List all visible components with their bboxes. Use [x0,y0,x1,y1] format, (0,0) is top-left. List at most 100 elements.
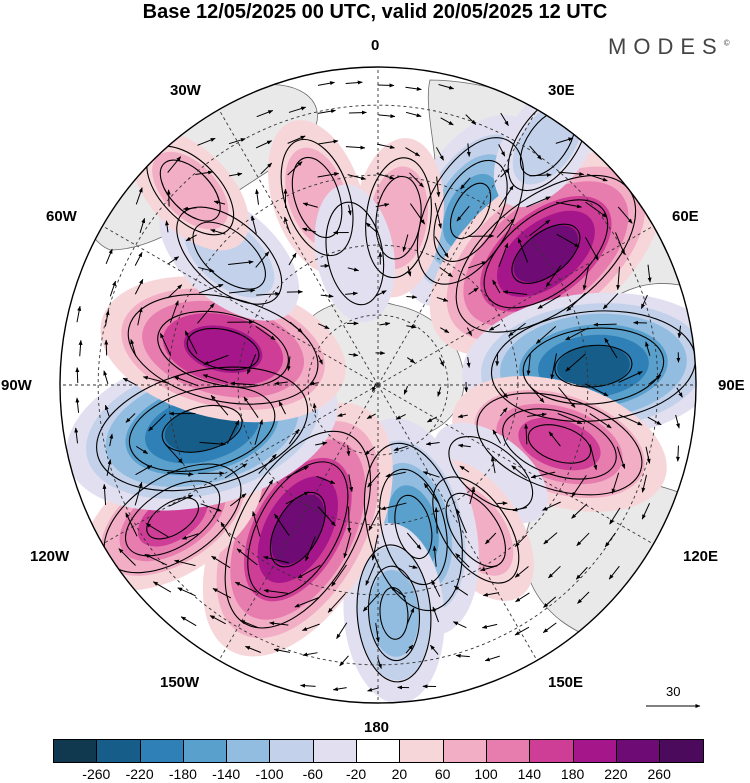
wind-vector [317,172,340,178]
wind-vector [395,414,406,420]
wind-vector [481,623,498,629]
wind-vector [457,443,471,448]
wind-vector [367,472,381,488]
wind-vector [618,371,643,383]
wind-vector [499,387,508,399]
wind-vector [145,523,169,538]
wind-vector [576,532,590,547]
lon-label-150w: 150W [160,674,200,691]
wind-vector [469,486,476,505]
colorbar-tick-label: -140 [212,766,241,782]
contour-ring [269,491,326,568]
anomaly-contour [432,476,520,584]
wind-vector [228,172,243,177]
wind-vector [495,352,500,367]
wind-vector [456,508,467,534]
wind-vector [301,623,320,631]
wind-vector [185,234,197,242]
contour-ring [476,392,643,496]
colorbar-tick-label: -220 [125,766,154,782]
wind-vector [320,293,334,298]
wind-vector [109,280,117,297]
lon-label-30w: 30W [170,82,201,99]
lon-label-60e: 60E [672,208,699,225]
wind-vector [496,218,516,238]
wind-vector [337,413,347,417]
wind-vector [134,278,144,295]
wind-vector [609,507,621,525]
wind-vector [589,444,598,471]
wind-vector [435,147,444,161]
wind-vector [173,376,199,387]
contour-ring [291,156,343,239]
wind-vector [366,413,376,419]
wind-vector [439,267,453,278]
lon-label-90e: 90E [718,377,745,394]
wind-vector [289,321,303,333]
wind-vector [78,339,83,357]
wind-vector [365,562,376,586]
wind-vector [256,110,274,118]
wind-vector [511,465,528,479]
wind-vector [409,203,426,225]
wind-vector [618,414,643,426]
colorbar-swatch [97,740,141,762]
wind-vector [515,592,530,603]
contour-ring [325,201,385,306]
wind-vector [199,441,226,447]
wind-vector [302,202,318,208]
contour-ring [445,492,506,568]
wind-vector [212,588,232,599]
lon-label-120e: 120E [683,548,719,565]
wind-vector [327,592,346,613]
wind-vector [273,381,288,386]
meridian-line [377,384,654,545]
brand-logo: MODES© [608,34,730,60]
wind-vector [593,322,617,327]
anomaly-contour [280,138,354,257]
wind-vector [159,332,172,356]
anomaly-level [513,225,579,283]
wind-vector [548,565,561,579]
wind-vector [529,145,542,160]
wind-vector [254,419,263,445]
contour-ring [247,461,349,598]
wind-vector [348,474,354,493]
wind-vector [453,585,469,596]
wind-vector [345,80,363,85]
wind-vector [118,548,136,566]
wind-vector [557,413,583,425]
wind-vector [286,356,291,372]
wind-vector [498,242,509,268]
colorbar-swatch [616,740,661,762]
wind-vector [676,387,683,398]
wind-vector [524,423,529,445]
meridian-line [102,225,379,386]
contour-ring [176,206,283,305]
wind-vector [585,237,599,261]
wind-vectors-layer [74,80,683,692]
colorbar-tick-label: 20 [391,766,408,782]
wind-vector [239,620,258,628]
wind-vector [251,215,257,234]
anomaly-contour [448,435,534,511]
wind-vector [675,414,680,429]
colorbar-swatch [400,740,444,762]
wind-vector [362,592,381,612]
wind-vector [586,173,608,182]
wind-vector [367,687,379,692]
wind-vector [440,327,450,334]
wind-vector [102,483,107,506]
wind-vector [555,201,583,209]
wind-vector [647,416,662,426]
colorbar-tick-label: 100 [474,766,498,782]
lon-label-120w: 120W [30,548,70,565]
wind-vector [228,138,246,145]
wind-vector [452,621,467,629]
wind-vector [255,140,273,149]
contour-ring [186,327,260,371]
wind-vector [616,266,621,291]
wind-vector [255,251,270,268]
wind-vector [288,428,300,445]
meridian-line [377,225,654,386]
